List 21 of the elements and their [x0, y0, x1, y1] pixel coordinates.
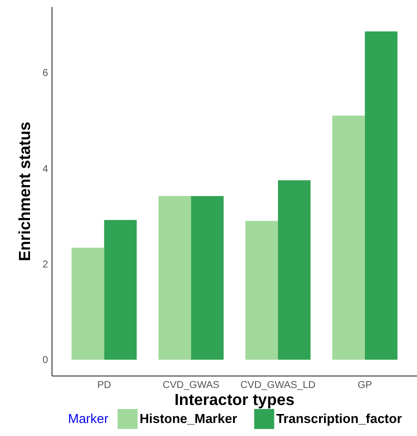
y-tick-label: 4: [42, 164, 48, 175]
bar: [104, 220, 137, 360]
x-tick-label: CVD_GWAS: [162, 380, 220, 391]
y-tick-label: 6: [42, 68, 48, 80]
x-tick-label: PD: [97, 380, 112, 391]
bar: [191, 196, 224, 360]
y-axis-title: Enrichment status: [17, 122, 34, 262]
bar: [278, 180, 311, 360]
y-tick-label: 2: [42, 260, 48, 271]
y-tick-label: 0: [42, 355, 48, 366]
legend-label: Transcription_factor: [276, 411, 402, 426]
bar: [364, 31, 398, 360]
legend-title: Marker: [68, 411, 110, 426]
x-tick-label: CVD_GWAS_LD: [240, 380, 316, 391]
x-axis-title: Interactor types: [174, 392, 295, 409]
bar: [158, 196, 192, 360]
bar: [245, 220, 278, 360]
legend-label: Histone_Marker: [140, 411, 238, 426]
bar: [332, 116, 365, 360]
bar: [72, 248, 104, 360]
x-tick-label: GP: [358, 380, 372, 391]
